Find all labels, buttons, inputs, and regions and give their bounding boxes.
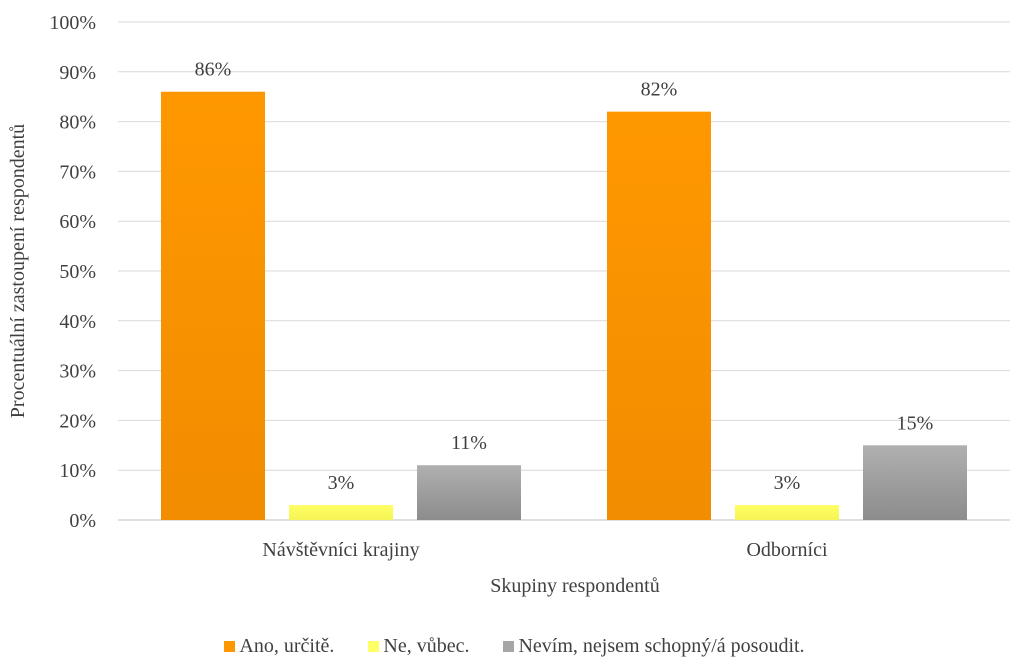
- data-label: 3%: [774, 472, 801, 494]
- legend-swatch-nevim: [503, 641, 515, 652]
- category-label: Odborníci: [746, 539, 828, 561]
- bars: [161, 91, 967, 520]
- gridlines: [118, 21, 1010, 521]
- legend-label-ne: Ne, vůbec.: [383, 635, 470, 657]
- data-label: 3%: [328, 472, 355, 494]
- y-tick-label: 10%: [59, 460, 96, 482]
- bar-chart: 0% 10% 20% 30% 40% 50% 60% 70% 80% 90% 100% 86% 3% 1…: [7, 12, 1010, 597]
- x-axis-categories: Návštěvníci krajiny Odborníci: [262, 539, 828, 561]
- legend-swatch-ne: [368, 641, 380, 652]
- legend-item-ano: Ano, určitě.: [224, 635, 334, 658]
- category-label: Návštěvníci krajiny: [262, 539, 419, 561]
- legend: Ano, určitě. Ne, vůbec. Nevím, nejsem sc…: [0, 635, 1029, 658]
- legend-swatch-ano: [224, 641, 236, 652]
- data-labels: 86% 3% 11% 82% 3% 15%: [195, 59, 934, 494]
- y-tick-label: 90%: [59, 62, 96, 84]
- y-tick-label: 60%: [59, 211, 96, 233]
- data-label: 11%: [451, 432, 487, 454]
- legend-label-ano: Ano, určitě.: [239, 635, 335, 657]
- y-tick-label: 80%: [59, 112, 96, 134]
- data-label: 86%: [195, 59, 232, 81]
- y-tick-label: 40%: [59, 311, 96, 333]
- x-axis-title: Skupiny respondentů: [490, 575, 659, 597]
- y-axis-ticks: 0% 10% 20% 30% 40% 50% 60% 70% 80% 90% 100%: [49, 12, 96, 532]
- bar-2-1: [863, 445, 967, 520]
- y-tick-label: 100%: [49, 12, 96, 34]
- y-axis-title: Procentuální zastoupení respondentů: [7, 124, 29, 418]
- bar-2-0: [417, 465, 521, 520]
- y-tick-label: 0%: [69, 510, 96, 532]
- y-tick-label: 20%: [59, 410, 96, 432]
- bar-1-0: [289, 505, 393, 520]
- bar-1-1: [735, 505, 839, 520]
- data-label: 82%: [641, 79, 678, 101]
- data-label: 15%: [897, 412, 934, 434]
- legend-item-nevim: Nevím, nejsem schopný/á posoudit.: [503, 635, 805, 658]
- bar-0-1: [607, 111, 711, 520]
- bar-0-0: [161, 91, 265, 520]
- y-tick-label: 50%: [59, 261, 96, 283]
- legend-item-ne: Ne, vůbec.: [368, 635, 469, 658]
- legend-label-nevim: Nevím, nejsem schopný/á posoudit.: [518, 635, 805, 657]
- y-tick-label: 70%: [59, 161, 96, 183]
- y-tick-label: 30%: [59, 361, 96, 383]
